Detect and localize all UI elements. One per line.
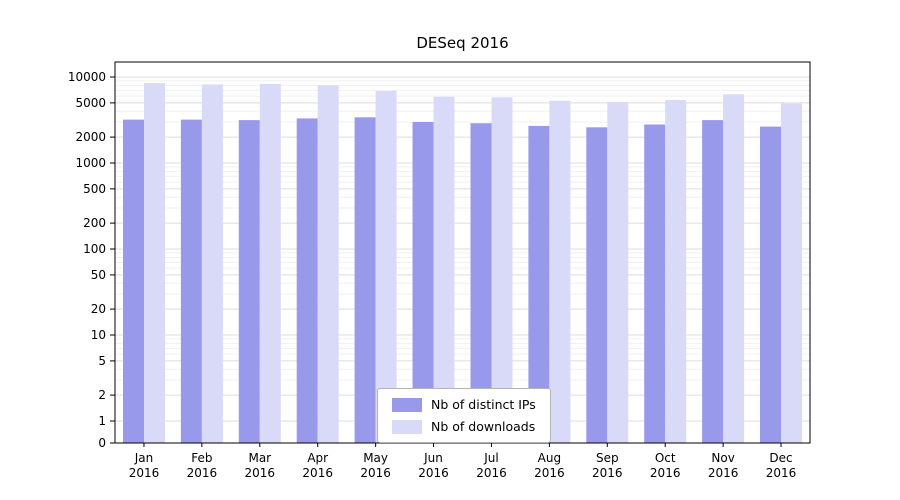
- x-tick-label-month: Jul: [483, 451, 498, 465]
- legend-item-downloads: Nb of downloads: [392, 419, 536, 434]
- x-tick-label-year: 2016: [534, 466, 565, 480]
- bar-downloads: [317, 85, 339, 444]
- x-tick-label-year: 2016: [187, 466, 218, 480]
- bar-downloads: [259, 84, 281, 443]
- bar-downloads: [375, 90, 397, 444]
- legend-label-downloads: Nb of downloads: [431, 419, 536, 434]
- legend: Nb of distinct IPs Nb of downloads: [377, 388, 551, 443]
- y-tick-label: 50: [91, 268, 106, 282]
- x-tick-label-year: 2016: [418, 466, 449, 480]
- x-tick-label-year: 2016: [708, 466, 739, 480]
- plot-border: [114, 61, 811, 444]
- y-tick-label: 0: [98, 436, 106, 450]
- y-tick-label: 200: [83, 216, 106, 230]
- x-tick-label-year: 2016: [476, 466, 507, 480]
- bar-distinct-ips: [296, 118, 318, 444]
- x-tick-label-year: 2016: [592, 466, 623, 480]
- legend-swatch-downloads: [392, 419, 422, 434]
- x-tick-label-month: Apr: [307, 451, 328, 465]
- x-tick-label-year: 2016: [360, 466, 391, 480]
- y-tick-label: 10000: [68, 70, 106, 84]
- bar-downloads: [433, 96, 455, 443]
- x-tick-label-month: Oct: [655, 451, 676, 465]
- legend-item-distinct-ips: Nb of distinct IPs: [392, 397, 536, 412]
- chart-title: DESeq 2016: [416, 34, 509, 52]
- x-tick-label-month: Jun: [423, 451, 443, 465]
- y-tick-label: 500: [83, 182, 106, 196]
- y-tick-label: 5000: [75, 96, 106, 110]
- legend-swatch-distinct-ips: [392, 397, 422, 412]
- bar-distinct-ips: [702, 120, 724, 443]
- x-tick-label-month: May: [363, 451, 388, 465]
- y-tick-label: 1000: [75, 156, 106, 170]
- x-tick-label-month: Dec: [769, 451, 792, 465]
- x-tick-label-month: Aug: [538, 451, 561, 465]
- y-tick-label: 20: [91, 302, 106, 316]
- y-tick-label: 2: [98, 388, 106, 402]
- bar-downloads: [607, 102, 629, 443]
- x-tick-label-month: Nov: [711, 451, 734, 465]
- x-tick-label-year: 2016: [129, 466, 160, 480]
- bar-downloads: [491, 97, 513, 444]
- y-tick-label: 100: [83, 242, 106, 256]
- x-tick-label-year: 2016: [766, 466, 797, 480]
- bar-distinct-ips: [586, 127, 608, 444]
- bar-distinct-ips: [644, 124, 666, 443]
- bar-distinct-ips: [528, 125, 550, 444]
- y-tick-label: 5: [98, 354, 106, 368]
- bar-downloads: [723, 94, 745, 444]
- bar-downloads: [549, 100, 571, 443]
- y-tick-label: 1: [98, 414, 106, 428]
- bar-distinct-ips: [180, 119, 202, 443]
- x-tick-label-year: 2016: [650, 466, 681, 480]
- bar-distinct-ips: [760, 126, 781, 443]
- bar-distinct-ips: [123, 119, 144, 443]
- x-tick-label-month: Sep: [596, 451, 619, 465]
- x-tick-label-year: 2016: [245, 466, 276, 480]
- y-tick-label: 10: [91, 328, 106, 342]
- x-tick-label-year: 2016: [302, 466, 333, 480]
- bar-downloads: [665, 100, 687, 443]
- bar-distinct-ips: [238, 120, 260, 443]
- x-tick-label-month: Jan: [134, 451, 154, 465]
- legend-label-distinct-ips: Nb of distinct IPs: [431, 397, 536, 412]
- bar-downloads: [781, 103, 802, 443]
- x-tick-label-month: Feb: [191, 451, 212, 465]
- bar-distinct-ips: [470, 123, 492, 443]
- bar-downloads: [201, 84, 223, 444]
- y-tick-label: 2000: [75, 130, 106, 144]
- x-tick-label-month: Mar: [248, 451, 271, 465]
- bar-distinct-ips: [412, 122, 434, 443]
- bar-distinct-ips: [354, 117, 376, 444]
- bar-downloads: [144, 83, 165, 443]
